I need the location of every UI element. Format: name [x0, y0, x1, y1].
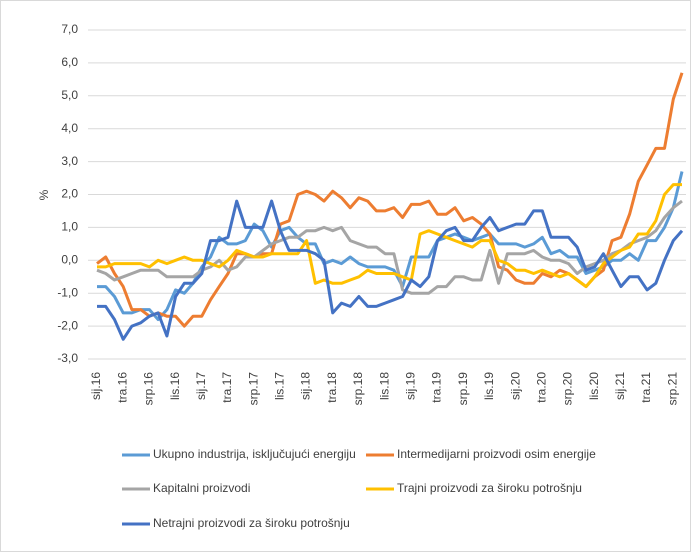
legend-label: Kapitalni proizvodi: [153, 481, 250, 495]
x-tick-label: sij.21: [613, 372, 627, 400]
x-tick-label: tra.21: [639, 372, 653, 403]
x-tick-label: sij.17: [194, 372, 208, 400]
x-tick-label: srp.20: [561, 372, 575, 406]
x-tick-label: lis.19: [482, 372, 496, 400]
x-tick-label: srp.16: [142, 372, 156, 406]
y-tick-label: 2,0: [61, 187, 78, 201]
y-tick-label: 3,0: [61, 154, 78, 168]
legend-label: Ukupno industrija, isključujući energiju: [153, 447, 356, 461]
x-tick-label: sij.18: [299, 372, 313, 400]
legend-label: Netrajni proizvodi za široku potrošnju: [153, 516, 350, 530]
y-tick-label: 7,0: [61, 22, 78, 36]
x-tick-label: srp.21: [665, 372, 679, 406]
y-tick-label: 5,0: [61, 88, 78, 102]
x-tick-label: srp.18: [351, 372, 365, 406]
y-tick-label: -3,0: [57, 351, 78, 365]
x-tick-label: lis.18: [377, 372, 391, 400]
y-tick-label: 4,0: [61, 121, 78, 135]
x-tick-label: sij.16: [89, 372, 103, 400]
y-tick-label: 1,0: [61, 220, 78, 234]
x-tick-label: srp.19: [456, 372, 470, 406]
x-tick-label: lis.16: [168, 372, 182, 400]
x-tick-label: sij.19: [404, 372, 418, 400]
y-tick-label: 6,0: [61, 55, 78, 69]
series-line: [97, 183, 682, 289]
x-tick-label: srp.17: [246, 372, 260, 406]
y-tick-label: -2,0: [57, 318, 78, 332]
y-tick-label: 0,0: [61, 252, 78, 266]
x-tick-label: sij.20: [508, 372, 522, 400]
y-axis-label: %: [37, 189, 51, 200]
x-tick-label: tra.16: [115, 372, 129, 403]
series-line: [97, 199, 684, 341]
y-tick-label: -1,0: [57, 285, 78, 299]
x-tick-label: lis.20: [587, 372, 601, 400]
x-tick-label: lis.17: [273, 372, 287, 400]
legend-label: Intermedijarni proizvodi osim energije: [397, 447, 596, 461]
x-tick-label: tra.17: [220, 372, 234, 403]
x-tick-label: tra.18: [325, 372, 339, 403]
x-tick-label: tra.20: [534, 372, 548, 403]
legend-label: Trajni proizvodi za široku potrošnju: [397, 481, 582, 495]
x-tick-label: tra.19: [430, 372, 444, 403]
